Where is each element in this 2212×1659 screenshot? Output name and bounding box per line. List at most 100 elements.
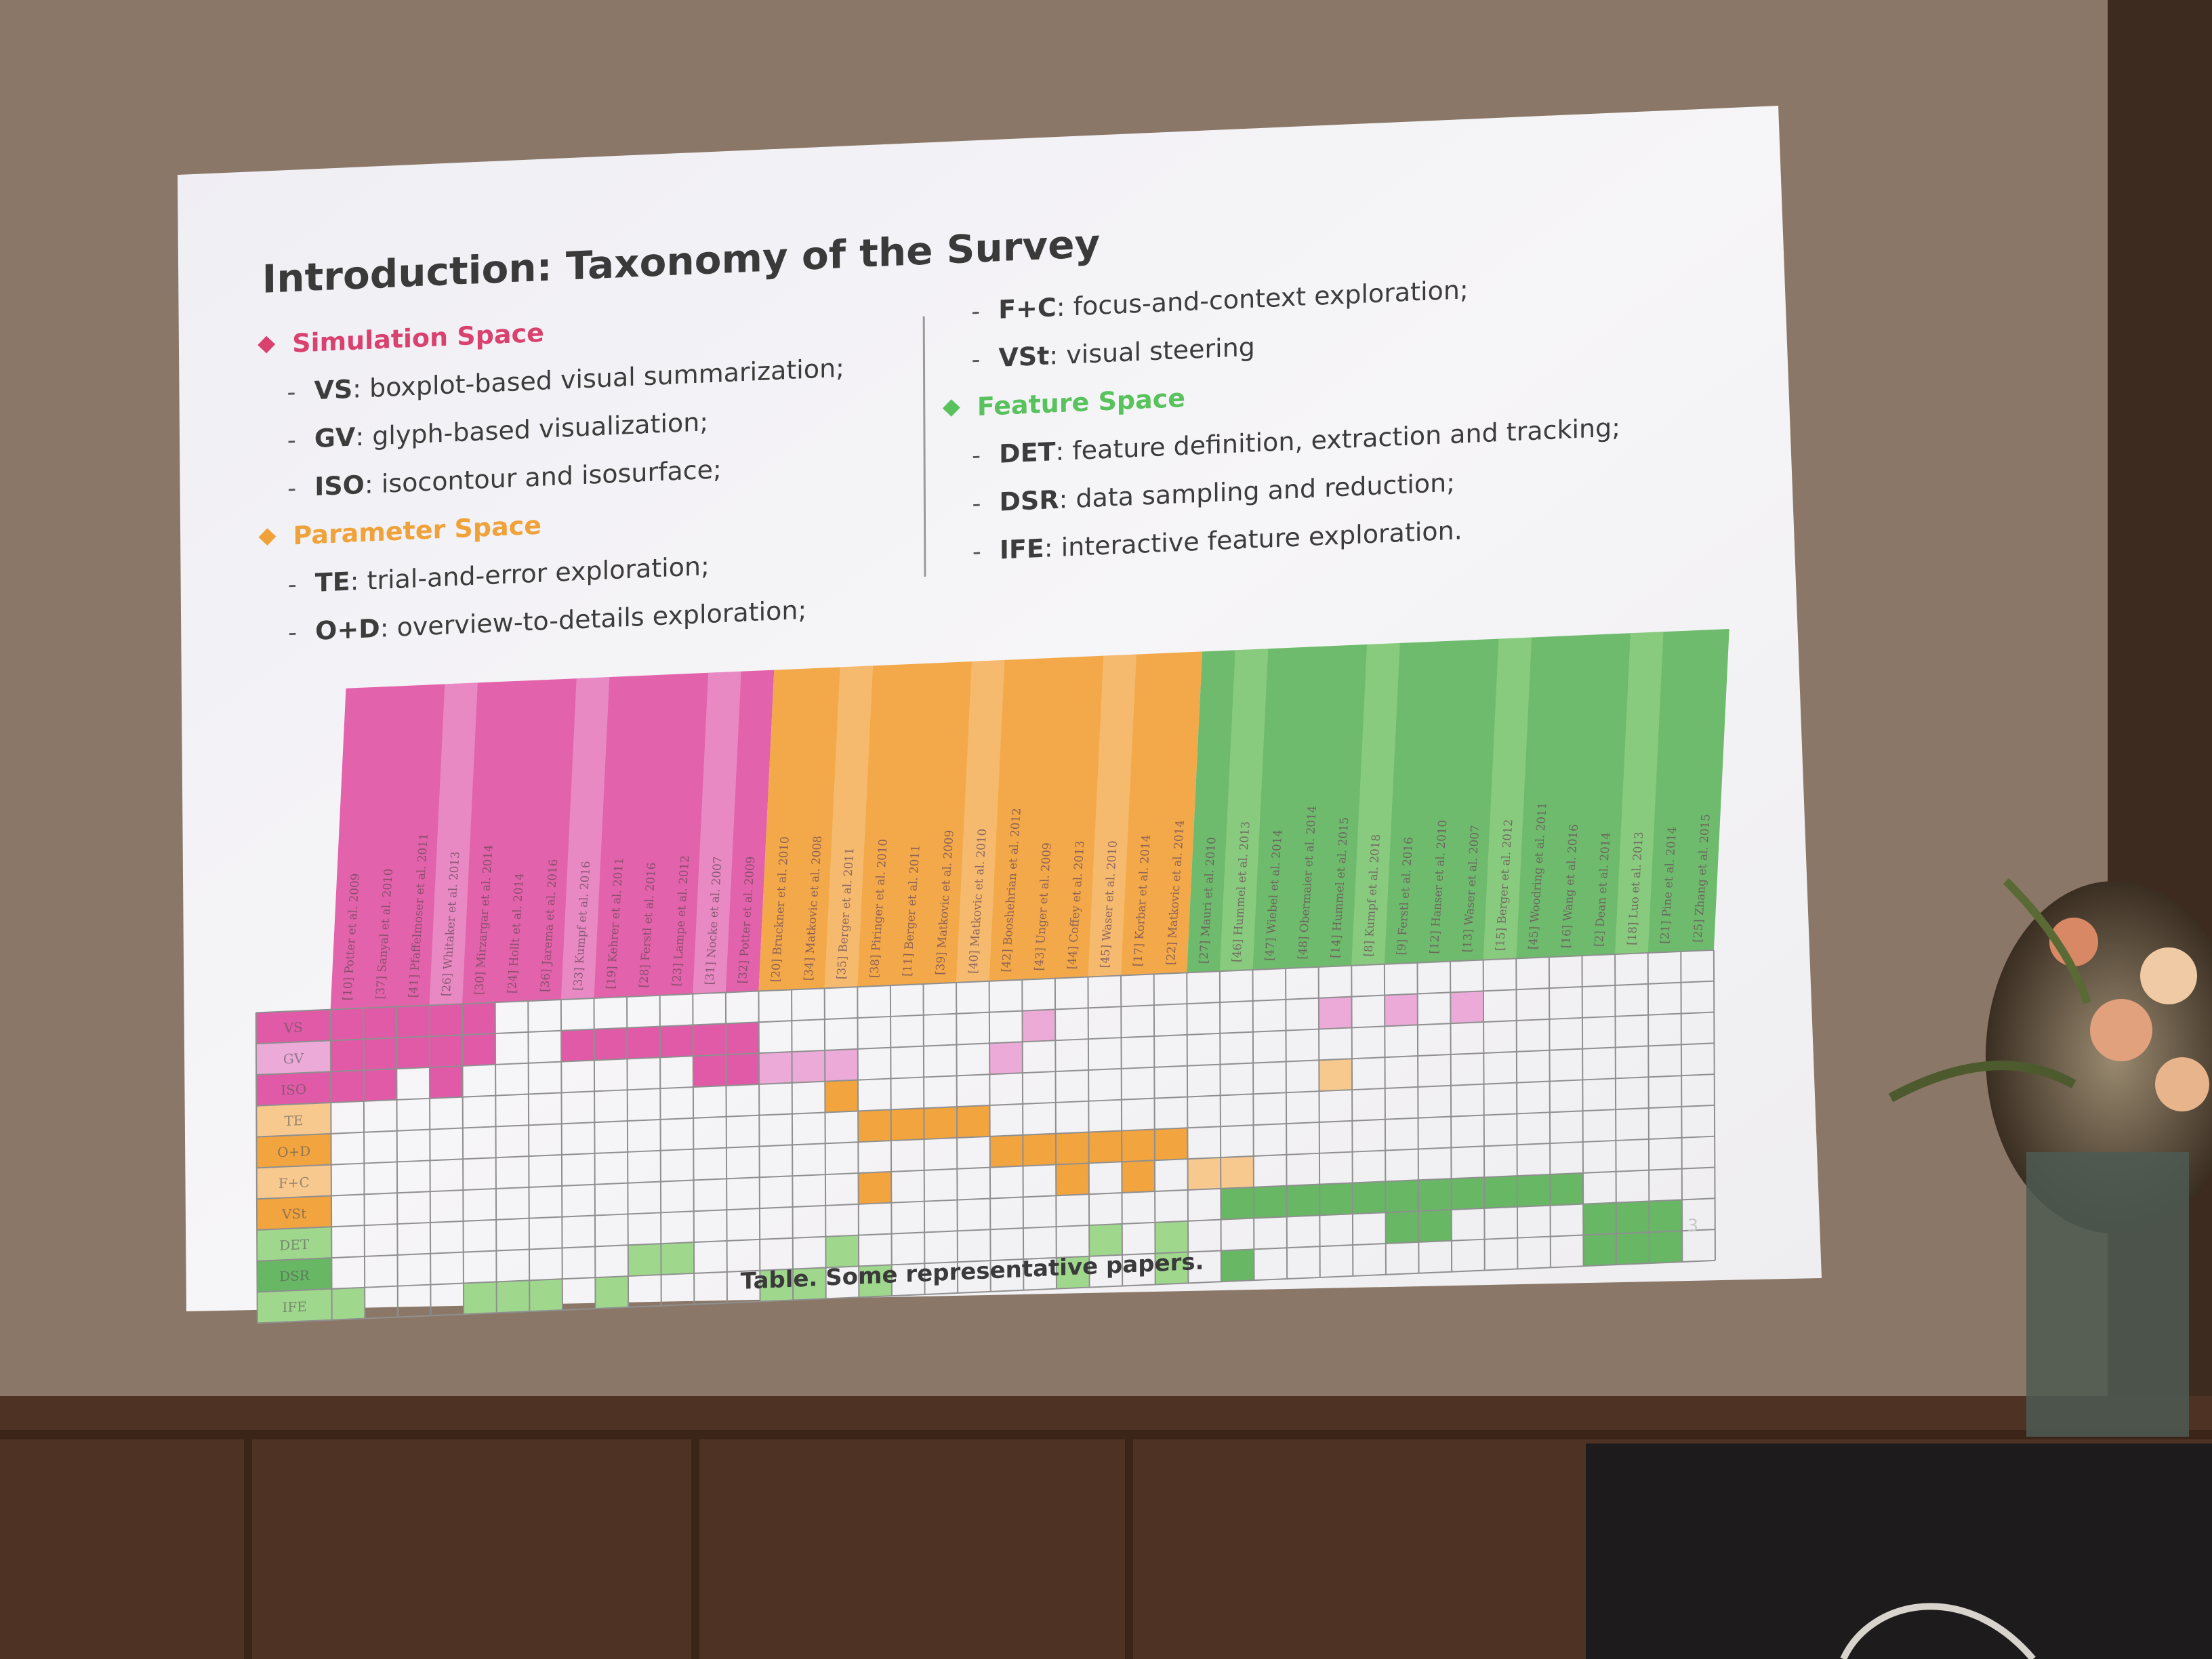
wood-panel-groove bbox=[0, 1430, 2212, 1439]
row-label-cell bbox=[255, 1009, 331, 1044]
table-cell-filled bbox=[1056, 1256, 1090, 1289]
column-header-band bbox=[1351, 642, 1400, 966]
column-header-band bbox=[1219, 649, 1269, 972]
row-label-cell bbox=[257, 1288, 332, 1324]
table-cell-filled bbox=[1517, 1174, 1551, 1207]
leaf-icon bbox=[1888, 1061, 2076, 1103]
dash-bullet: - bbox=[288, 619, 297, 647]
grid-line bbox=[257, 1197, 1715, 1262]
grid-line bbox=[256, 1011, 1715, 1076]
column-header-band bbox=[1483, 637, 1532, 960]
diamond-bullet-icon bbox=[258, 335, 276, 354]
grid-line bbox=[255, 1012, 258, 1324]
table-cell-filled bbox=[825, 1080, 859, 1113]
diamond-bullet-icon bbox=[942, 399, 960, 417]
table-cell-filled bbox=[1616, 1232, 1650, 1265]
dash-bullet: - bbox=[972, 538, 981, 566]
table-cell-filled bbox=[1056, 1163, 1089, 1196]
table-cell-filled bbox=[693, 1023, 726, 1057]
table-cell-filled bbox=[330, 1008, 364, 1041]
dash-bullet: - bbox=[288, 571, 297, 598]
table-cell-filled bbox=[1385, 1180, 1419, 1213]
wood-panel-groove bbox=[1125, 1439, 1133, 1659]
table-cell-filled bbox=[331, 1070, 364, 1103]
table-cell-filled bbox=[1023, 1133, 1057, 1166]
grid-line bbox=[257, 1166, 1715, 1231]
table-cell-filled bbox=[628, 1244, 661, 1277]
dash-bullet: - bbox=[971, 346, 980, 373]
flower-icon bbox=[2140, 947, 2197, 1004]
table-cell-filled bbox=[1155, 1221, 1189, 1254]
table-cell-filled bbox=[1418, 1179, 1452, 1212]
grid-line bbox=[256, 1042, 1715, 1107]
diamond-bullet-icon bbox=[258, 528, 276, 546]
table-cell-filled bbox=[627, 1026, 661, 1059]
vase bbox=[2026, 1152, 2189, 1437]
table-cell-filled bbox=[825, 1235, 859, 1268]
item-abbreviation: O+D bbox=[315, 613, 380, 646]
table-cell-filled bbox=[363, 1069, 397, 1101]
column-divider bbox=[922, 316, 926, 577]
table-cell-filled bbox=[1022, 1009, 1056, 1042]
slide-page-number: 3 bbox=[1687, 1216, 1698, 1236]
table-cell-filled bbox=[858, 1171, 892, 1204]
table-cell-filled bbox=[595, 1276, 629, 1309]
grid-line bbox=[257, 1229, 1715, 1293]
table-cell-filled bbox=[1154, 1128, 1188, 1161]
table-cell-filled bbox=[1484, 1176, 1517, 1208]
row-label: F+C bbox=[279, 1174, 310, 1191]
table-cell-filled bbox=[1122, 1129, 1155, 1162]
leaf-icon bbox=[2003, 878, 2091, 1004]
dash-bullet: - bbox=[971, 298, 980, 325]
table-cell-filled bbox=[726, 1053, 760, 1086]
table-cell-filled bbox=[1319, 1059, 1353, 1092]
dash-bullet: - bbox=[972, 442, 981, 470]
wood-panel-groove bbox=[244, 1439, 252, 1659]
table-cell-filled bbox=[1089, 1223, 1122, 1256]
table-cell-filled bbox=[792, 1267, 826, 1300]
table-cell-filled bbox=[1187, 1158, 1221, 1190]
column-header-band bbox=[429, 682, 478, 1006]
wood-panel-groove bbox=[691, 1439, 699, 1659]
table-cell-filled bbox=[1550, 1172, 1584, 1206]
row-label: TE bbox=[284, 1113, 303, 1129]
table-cell-filled bbox=[890, 1108, 924, 1141]
row-label: VSt bbox=[281, 1206, 306, 1222]
item-abbreviation: IFE bbox=[1000, 533, 1044, 565]
table-cell-filled bbox=[1318, 996, 1352, 1029]
table-cell-filled bbox=[594, 1027, 628, 1061]
table-cell-filled bbox=[1616, 1201, 1650, 1234]
table-cell-filled bbox=[330, 1039, 364, 1072]
table-cell-filled bbox=[363, 1006, 397, 1040]
table-cell-filled bbox=[1088, 1130, 1122, 1164]
column-header-band bbox=[824, 665, 874, 989]
row-label-cell bbox=[256, 1164, 331, 1200]
table-cell-filled bbox=[924, 1107, 958, 1140]
table-cell-filled bbox=[1055, 1132, 1089, 1165]
row-label: GV bbox=[283, 1050, 304, 1067]
column-header-band bbox=[956, 659, 1005, 983]
grid-line bbox=[257, 1259, 1715, 1324]
table-cell-filled bbox=[989, 1134, 1023, 1168]
item-abbreviation: DET bbox=[999, 436, 1056, 468]
column-header-band bbox=[693, 671, 741, 994]
table-cell-filled bbox=[758, 1051, 792, 1084]
table-cell-filled bbox=[561, 1029, 594, 1062]
item-abbreviation: VS bbox=[314, 374, 352, 405]
item-abbreviation: F+C bbox=[998, 293, 1057, 325]
row-label-cell bbox=[257, 1258, 332, 1292]
flower-icon bbox=[2155, 1057, 2209, 1111]
table-cell-filled bbox=[1319, 1183, 1353, 1216]
table-cell-filled bbox=[529, 1279, 562, 1312]
column-header-band bbox=[1615, 632, 1664, 955]
row-label: DET bbox=[279, 1237, 310, 1254]
row-label-cell bbox=[255, 1040, 331, 1075]
table-cell-filled bbox=[1385, 1211, 1419, 1244]
item-abbreviation: GV bbox=[314, 422, 356, 453]
table-cell-filled bbox=[462, 1002, 495, 1036]
table-cell-filled bbox=[693, 1054, 726, 1088]
table-cell-filled bbox=[1352, 1181, 1386, 1214]
table-cell-filled bbox=[429, 1065, 463, 1099]
flower-icon bbox=[2090, 999, 2152, 1061]
